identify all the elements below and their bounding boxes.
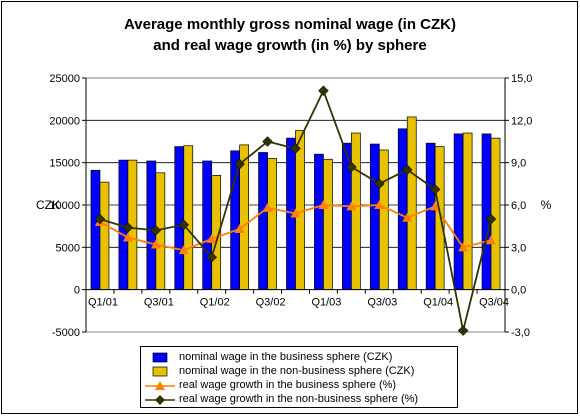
y-tick-right-label: 6,0 xyxy=(511,200,526,212)
bar-business-nominal xyxy=(425,142,436,291)
point-nonbusiness-real xyxy=(178,219,190,231)
bar-business-nominal xyxy=(481,133,492,291)
point-business-real xyxy=(262,202,273,212)
legend-label-nonbusiness-nominal: nominal wage in the non-business sphere … xyxy=(179,365,415,377)
x-tick-label: Q1/02 xyxy=(200,297,230,309)
bar-business-nominal xyxy=(90,169,101,291)
bar-business-nominal xyxy=(146,160,157,291)
legend-label-nonbusiness-real: real wage growth in the non-business sph… xyxy=(179,393,419,405)
bar-nonbusiness-nominal xyxy=(351,132,361,291)
legend-item-nonbusiness-nominal: nominal wage in the non-business sphere … xyxy=(141,364,457,379)
point-nonbusiness-real xyxy=(457,325,469,336)
point-business-real xyxy=(234,223,245,233)
x-tick-label: Q3/03 xyxy=(367,297,397,309)
point-nonbusiness-real xyxy=(234,158,245,170)
point-business-real xyxy=(178,245,189,255)
point-business-real xyxy=(402,212,413,222)
chart-title-line-2: and real wage growth (in %) by sphere xyxy=(153,37,427,54)
bar-business-nominal xyxy=(453,133,464,291)
y-tick-right-label: 9,0 xyxy=(511,158,526,170)
chart-title: Average monthly gross nominal wage (in C… xyxy=(0,14,580,56)
y-tick-right-label: -3,0 xyxy=(511,327,530,339)
legend: nominal wage in the business sphere (CZK… xyxy=(140,346,458,408)
point-nonbusiness-real xyxy=(373,178,385,190)
legend-swatch-business-nominal xyxy=(152,352,168,363)
y-tick-right-label: 3,0 xyxy=(511,242,526,254)
point-business-real xyxy=(458,242,469,252)
bar-nonbusiness-nominal xyxy=(267,158,277,291)
point-business-real xyxy=(150,239,161,249)
bar-nonbusiness-nominal xyxy=(99,181,110,291)
point-business-real xyxy=(486,235,497,245)
x-tick-label: Q3/01 xyxy=(144,297,174,309)
bar-business-nominal xyxy=(202,160,213,291)
bar-nonbusiness-nominal xyxy=(462,132,473,291)
bar-business-nominal xyxy=(258,152,268,291)
point-nonbusiness-real xyxy=(122,222,134,233)
bar-nonbusiness-nominal xyxy=(323,158,333,291)
legend-swatch-business-real xyxy=(145,381,175,390)
point-nonbusiness-real xyxy=(206,251,218,263)
point-nonbusiness-real xyxy=(94,213,106,225)
y-axis-right-title: % xyxy=(541,198,552,212)
point-nonbusiness-real xyxy=(401,164,413,176)
bar-nonbusiness-nominal xyxy=(295,130,305,291)
point-nonbusiness-real xyxy=(150,225,162,236)
bar-nonbusiness-nominal xyxy=(183,145,194,291)
point-business-real xyxy=(122,232,133,242)
y-tick-left-label: 15000 xyxy=(49,158,80,170)
y-tick-left-label: 5000 xyxy=(56,242,80,254)
point-business-real xyxy=(374,200,385,209)
point-nonbusiness-real xyxy=(485,213,497,225)
y-tick-left-label: 25000 xyxy=(49,73,80,85)
legend-label-business-real: real wage growth in the business sphere … xyxy=(179,379,397,391)
bar-business-nominal xyxy=(174,146,185,291)
y-axis-left-title: CZK xyxy=(36,198,60,212)
legend-item-business-nominal: nominal wage in the business sphere (CZK… xyxy=(141,350,457,365)
point-nonbusiness-real xyxy=(346,161,357,173)
point-business-real xyxy=(318,200,329,209)
y-tick-right-label: 12,0 xyxy=(511,115,532,127)
bar-business-nominal xyxy=(230,150,240,291)
bar-nonbusiness-nominal xyxy=(490,137,501,291)
chart-title-line-1: Average monthly gross nominal wage (in C… xyxy=(124,16,456,33)
legend-swatch-nonbusiness-real xyxy=(145,395,175,405)
bar-nonbusiness-nominal xyxy=(378,149,389,291)
point-nonbusiness-real xyxy=(318,85,329,97)
legend-swatch-nonbusiness-nominal xyxy=(152,366,168,377)
y-tick-left-label: 10000 xyxy=(49,200,80,212)
point-nonbusiness-real xyxy=(290,143,301,154)
legend-label-business-nominal: nominal wage in the business sphere (CZK… xyxy=(179,351,393,363)
legend-item-business-real: real wage growth in the business sphere … xyxy=(141,378,457,393)
x-tick-label: Q1/01 xyxy=(88,297,118,309)
bar-nonbusiness-nominal xyxy=(406,116,417,291)
point-business-real xyxy=(206,233,217,243)
bar-business-nominal xyxy=(397,128,408,291)
point-business-real xyxy=(430,201,441,211)
point-nonbusiness-real xyxy=(262,136,273,147)
x-tick-label: Q1/04 xyxy=(423,297,453,309)
y-tick-left-label: 20000 xyxy=(49,115,80,127)
y-tick-right-label: 0,0 xyxy=(511,285,526,297)
legend-item-nonbusiness-real: real wage growth in the non-business sph… xyxy=(141,392,457,407)
y-tick-left-label: -5000 xyxy=(52,327,80,339)
x-tick-label: Q1/03 xyxy=(311,297,341,309)
x-tick-label: Q3/02 xyxy=(256,297,286,309)
point-nonbusiness-real xyxy=(429,184,441,195)
x-tick-label: Q3/04 xyxy=(479,297,509,309)
point-business-real xyxy=(346,201,357,211)
y-tick-left-label: 0 xyxy=(74,285,80,297)
point-business-real xyxy=(290,208,301,218)
y-tick-right-label: 15,0 xyxy=(511,73,532,85)
bar-business-nominal xyxy=(369,143,380,291)
bar-business-nominal xyxy=(314,153,324,291)
